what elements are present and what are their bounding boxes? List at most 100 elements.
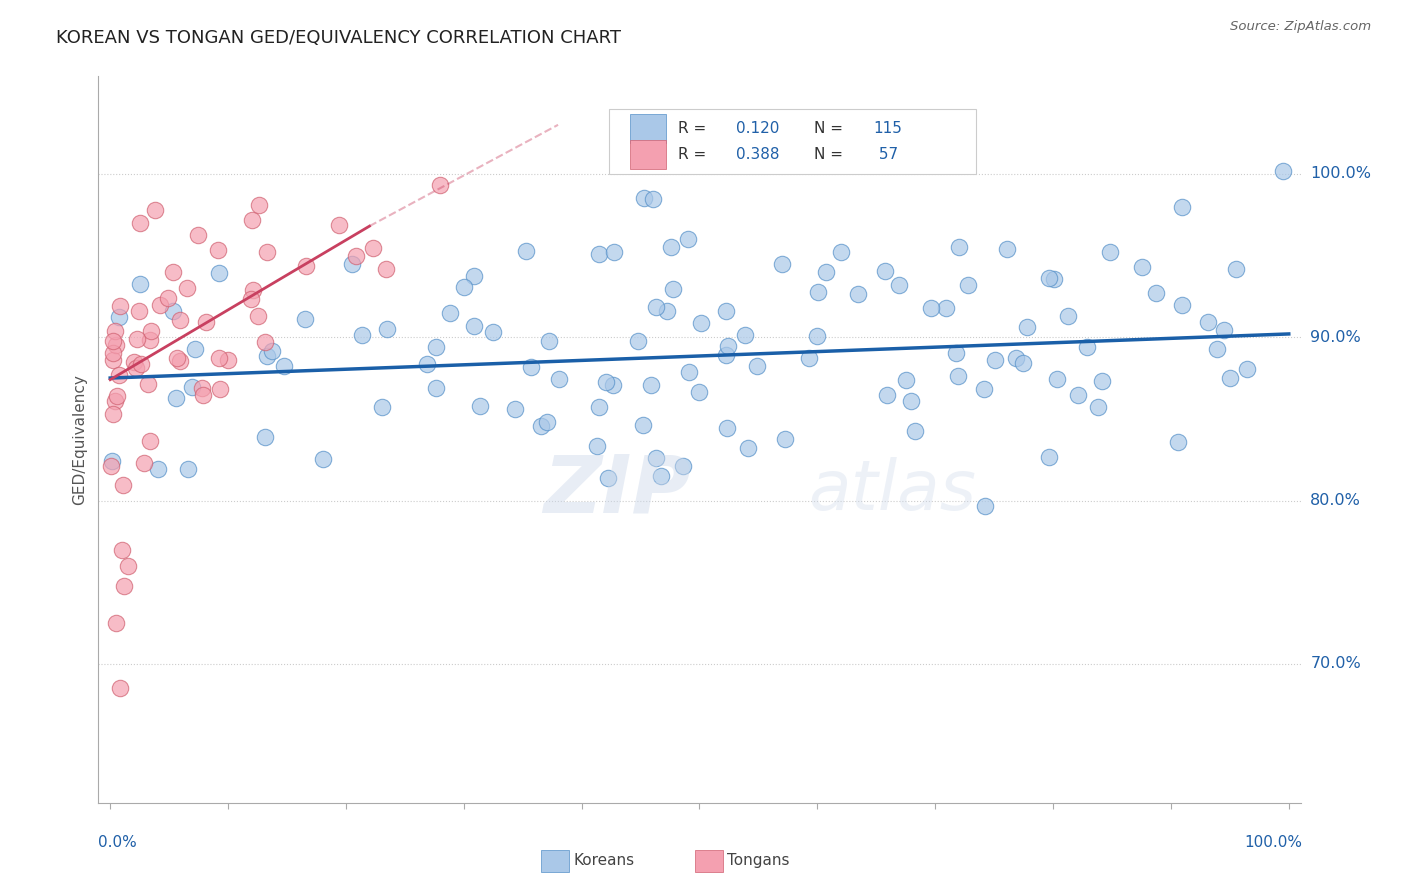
Text: Tongans: Tongans	[727, 854, 789, 868]
Point	[253, 334, 276, 349]
Point	[935, 301, 957, 316]
Point	[104, 394, 127, 409]
Point	[247, 197, 270, 211]
Text: KOREAN VS TONGAN GED/EQUIVALENCY CORRELATION CHART: KOREAN VS TONGAN GED/EQUIVALENCY CORRELA…	[56, 29, 621, 46]
Point	[312, 452, 335, 467]
Point	[425, 340, 447, 354]
Point	[375, 322, 398, 336]
Bar	[630, 139, 666, 169]
Point	[596, 471, 619, 485]
Point	[716, 348, 738, 362]
Point	[716, 421, 738, 435]
Point	[688, 384, 710, 399]
Point	[1170, 200, 1192, 214]
Text: N =: N =	[814, 146, 848, 161]
Point	[136, 377, 159, 392]
Point	[770, 257, 793, 271]
Point	[143, 202, 166, 217]
Point	[415, 357, 437, 371]
Point	[588, 246, 610, 260]
Point	[1206, 343, 1229, 357]
Point	[108, 681, 131, 696]
Point	[429, 178, 451, 192]
Text: atlas: atlas	[807, 457, 976, 524]
Point	[1219, 371, 1241, 385]
Point	[1197, 315, 1219, 329]
Point	[650, 469, 672, 483]
Point	[141, 324, 163, 338]
Point	[807, 285, 830, 300]
Point	[107, 310, 129, 325]
Point	[344, 249, 367, 263]
Point	[603, 244, 626, 259]
Point	[689, 316, 711, 330]
Text: 70.0%: 70.0%	[1310, 657, 1361, 672]
Point	[240, 212, 263, 227]
Point	[208, 266, 231, 280]
Point	[1017, 320, 1039, 334]
Point	[503, 401, 526, 416]
Point	[1087, 400, 1109, 414]
Point	[481, 325, 503, 339]
Point	[191, 381, 214, 395]
Point	[166, 351, 188, 366]
Point	[105, 337, 128, 351]
Point	[194, 315, 217, 329]
Point	[538, 334, 561, 349]
Point	[945, 346, 967, 360]
Point	[169, 354, 191, 368]
Point	[797, 351, 820, 366]
Point	[100, 459, 122, 474]
Point	[122, 355, 145, 369]
Point	[641, 192, 664, 206]
Point	[946, 369, 969, 384]
Text: N =: N =	[814, 121, 848, 136]
Point	[1067, 388, 1090, 402]
Point	[734, 328, 756, 343]
Point	[138, 333, 160, 347]
Text: 90.0%: 90.0%	[1310, 330, 1361, 344]
Point	[328, 218, 350, 232]
Point	[169, 313, 191, 327]
Point	[112, 477, 135, 491]
Point	[180, 380, 202, 394]
Point	[1091, 374, 1114, 388]
Point	[108, 299, 131, 313]
Point	[156, 291, 179, 305]
Point	[672, 459, 695, 474]
Point	[995, 242, 1018, 256]
Point	[463, 268, 485, 283]
Point	[101, 346, 124, 360]
Point	[948, 240, 970, 254]
Point	[101, 352, 124, 367]
Point	[125, 360, 148, 375]
Point	[1057, 309, 1080, 323]
Point	[162, 303, 184, 318]
Point	[453, 279, 475, 293]
Point	[425, 381, 447, 395]
Point	[105, 389, 128, 403]
Point	[655, 304, 678, 318]
Point	[127, 332, 149, 346]
Text: 57: 57	[873, 146, 898, 161]
Y-axis label: GED/Equivalency: GED/Equivalency	[72, 374, 87, 505]
Point	[374, 262, 396, 277]
Point	[101, 334, 124, 348]
Point	[659, 240, 682, 254]
Point	[920, 301, 942, 315]
Point	[1099, 245, 1122, 260]
Point	[678, 366, 700, 380]
Text: R =: R =	[678, 146, 711, 161]
Point	[737, 442, 759, 456]
Point	[101, 454, 124, 468]
Point	[104, 324, 127, 338]
Point	[273, 359, 295, 373]
Point	[177, 462, 200, 476]
Point	[631, 418, 654, 433]
Point	[463, 319, 485, 334]
Text: R =: R =	[678, 121, 711, 136]
Point	[132, 456, 155, 470]
Point	[107, 368, 129, 382]
Point	[295, 259, 318, 273]
Point	[162, 265, 184, 279]
